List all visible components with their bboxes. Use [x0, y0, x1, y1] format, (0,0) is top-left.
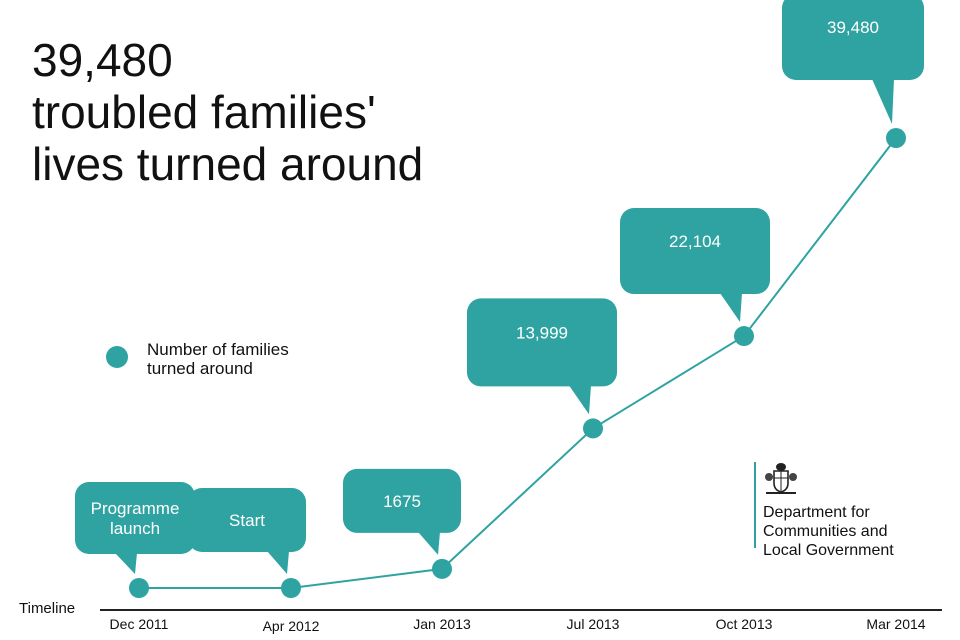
data-point	[886, 128, 906, 148]
callout-bubble: 22,104	[620, 208, 770, 323]
callout-label: Start	[229, 511, 265, 530]
callout-label: 1675	[383, 492, 421, 511]
callout-label: Programme	[91, 499, 180, 518]
callout-box	[467, 298, 617, 387]
callout-bubble: 13,999	[467, 298, 617, 415]
callout-pointer	[418, 531, 440, 555]
callout-box	[188, 488, 306, 552]
x-tick-label: Apr 2012	[263, 618, 320, 634]
callout-bubble: 1675	[343, 468, 461, 555]
data-point	[432, 558, 452, 579]
department-logo: Department for Communities and Local Gov…	[754, 462, 894, 559]
callout-box	[75, 482, 195, 554]
callout-label: 39,480	[827, 18, 879, 37]
page-title: 39,480 troubled families' lives turned a…	[32, 34, 423, 190]
callout-bubble: 39,480	[782, 0, 924, 124]
callout-pointer	[872, 79, 894, 124]
data-point	[281, 578, 301, 598]
x-tick-label: Jul 2013	[567, 616, 620, 632]
callout-label: 13,999	[516, 323, 568, 342]
callout-pointer	[569, 385, 591, 415]
department-line-1: Department for	[763, 504, 870, 521]
circle-marker-icon	[106, 346, 128, 368]
data-point	[734, 326, 754, 347]
callout-box	[343, 468, 461, 533]
series-line	[139, 137, 897, 589]
callout-bubble: Start	[188, 488, 306, 574]
department-line-3: Local Government	[763, 542, 894, 559]
x-tick-label: Dec 2011	[110, 616, 169, 632]
x-tick-label: Jan 2013	[413, 616, 471, 632]
callout-pointer	[267, 551, 289, 574]
callout-box	[620, 208, 770, 295]
callout-pointer	[720, 293, 742, 323]
headline-number: 39,480	[32, 34, 173, 86]
headline-line-2: troubled families'	[32, 86, 376, 138]
legend-label-line-2: turned around	[147, 359, 253, 378]
legend-label-line-1: Number of families	[147, 340, 289, 359]
x-tick-label: Mar 2014	[866, 616, 925, 632]
data-point	[129, 578, 149, 598]
callout-box	[782, 0, 924, 80]
data-point	[583, 418, 603, 439]
legend-label: Number of families turned around	[147, 340, 289, 378]
legend: Number of families turned around	[106, 340, 289, 378]
callout-pointer	[115, 553, 137, 574]
headline-line-3: lives turned around	[32, 138, 424, 190]
callout-label: 22,104	[669, 232, 721, 251]
department-line-2: Communities and	[763, 523, 888, 540]
x-tick-label: Oct 2013	[716, 616, 773, 632]
department-name: Department for Communities and Local Gov…	[763, 503, 894, 560]
timeline-label: Timeline	[19, 600, 76, 617]
callout-label: launch	[110, 519, 160, 538]
royal-coat-of-arms-icon	[765, 463, 797, 494]
